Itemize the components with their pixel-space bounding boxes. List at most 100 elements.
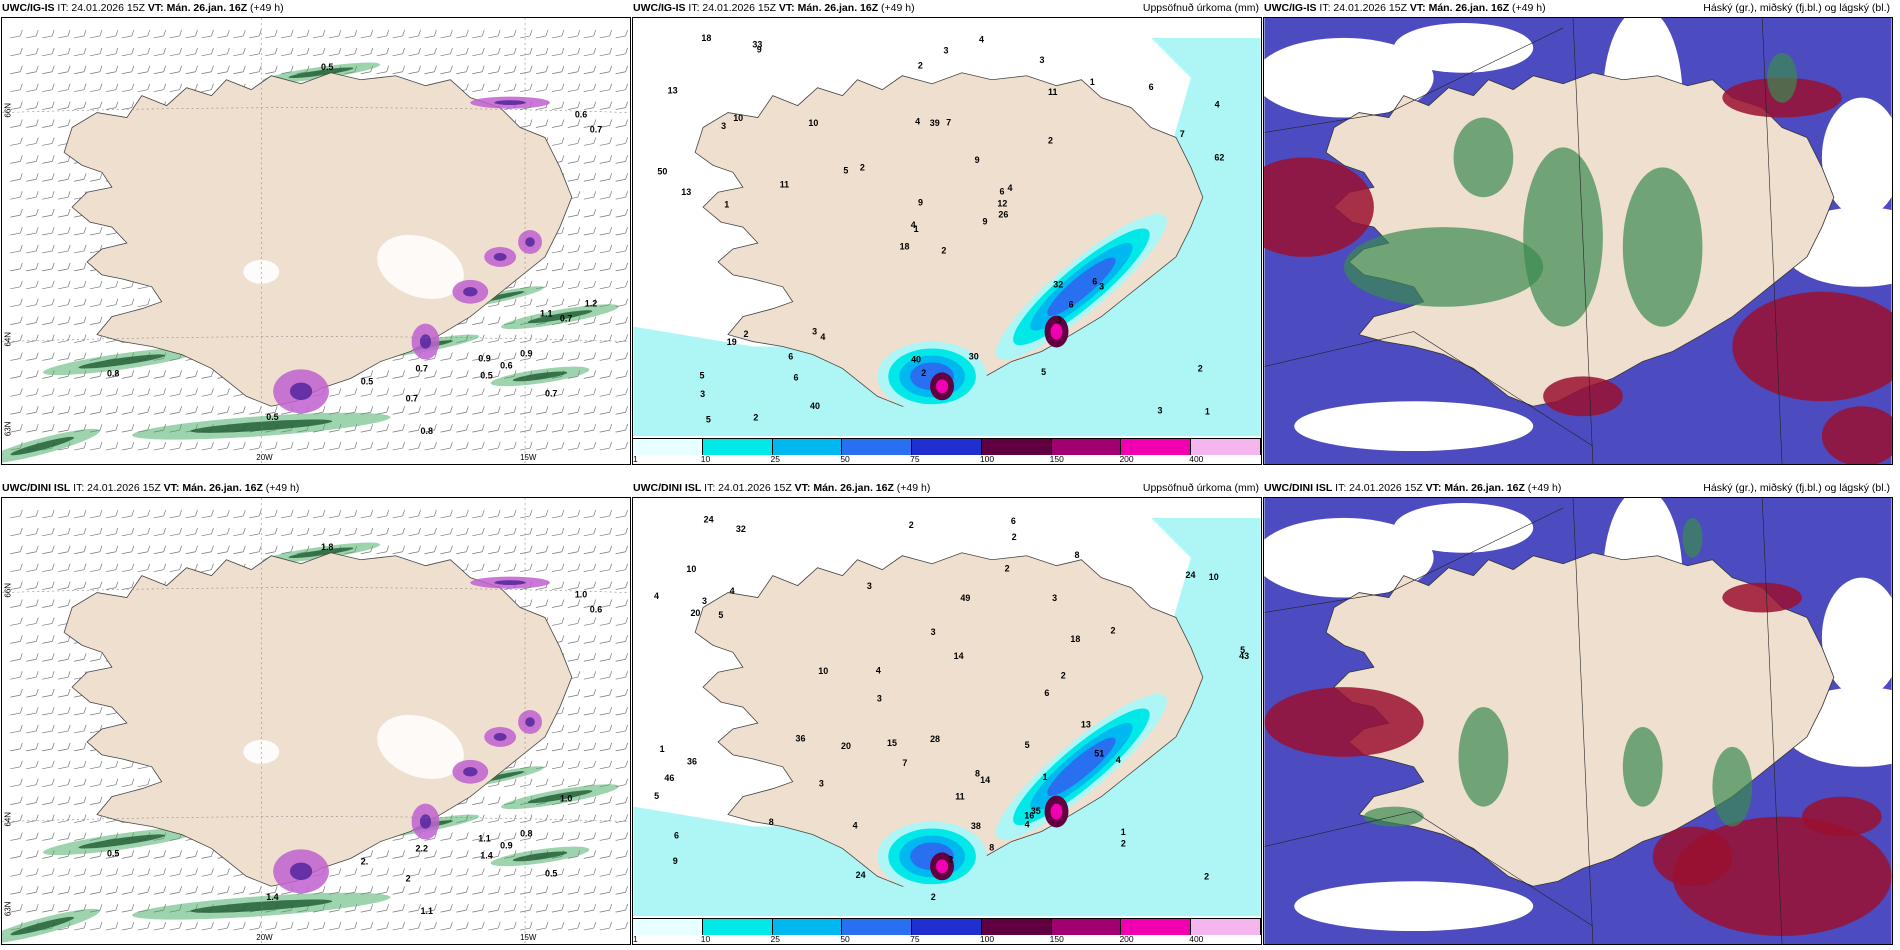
wind-barb-flag: [115, 406, 119, 413]
wind-barb-flag: [195, 406, 198, 413]
wind-barb-flag: [593, 406, 597, 413]
wind-barb-flag: [83, 581, 87, 588]
wind-barb-flag: [35, 724, 39, 732]
wind-barb: [456, 909, 467, 913]
wind-barb-flag: [481, 352, 485, 359]
precip-value-label: 36: [687, 756, 697, 766]
wind-barb-flag: [418, 868, 421, 875]
wind-barb-flag: [131, 65, 135, 72]
wind-barb-flag: [67, 352, 71, 359]
wind-barb-flag: [83, 814, 87, 821]
wind-barb: [137, 376, 148, 379]
wind-barb-flag: [35, 778, 39, 785]
wave-height-label: 0.9: [500, 840, 512, 850]
wind-barb-flag: [593, 635, 597, 642]
wind-barb: [440, 447, 451, 451]
wind-barb: [42, 322, 53, 325]
wind-barb-flag: [481, 65, 485, 72]
wind-barb: [504, 784, 515, 788]
wind-barb-flag: [545, 742, 549, 749]
wind-barb: [89, 35, 101, 39]
wind-barb-flag: [545, 262, 549, 269]
wind-barb-flag: [609, 83, 613, 90]
wind-barb: [488, 393, 499, 397]
wind-barb: [89, 820, 101, 823]
precip-value-label: 4: [853, 820, 858, 830]
high-cloud-area: [1732, 291, 1892, 402]
wind-barb-flag: [593, 173, 597, 180]
wind-barb: [551, 784, 562, 788]
wind-barb-flag: [99, 706, 103, 714]
wind-barb: [42, 358, 53, 361]
wind-barb-flag: [513, 886, 517, 893]
wind-barb-flag: [19, 778, 23, 785]
wind-barb-flag: [115, 388, 119, 395]
wind-barb: [10, 873, 21, 877]
precip-value-label: 18: [1070, 634, 1080, 644]
wind-barb-flag: [51, 424, 55, 431]
wind-barb-flag: [593, 617, 597, 624]
precip-value-label: 13: [1081, 719, 1091, 729]
colorbar-tick: 75: [910, 454, 920, 464]
wind-barb-flag: [306, 441, 310, 449]
precip-value-label: 10: [808, 118, 818, 128]
wind-barb: [42, 605, 53, 608]
precip-value-label: 24: [704, 514, 714, 524]
wave-height-label: 0.7: [545, 388, 557, 398]
wind-barb-flag: [545, 886, 549, 893]
wind-barb-flag: [513, 832, 517, 839]
wind-barb-flag: [593, 83, 597, 90]
wind-barb-flag: [593, 298, 597, 305]
wind-barb: [26, 748, 37, 752]
wind-barb-flag: [354, 406, 358, 413]
wind-barb-flag: [338, 868, 342, 875]
init-time: IT: 24.01.2026 15Z: [1319, 2, 1407, 14]
wind-barb: [520, 515, 531, 519]
wind-barb: [615, 143, 626, 146]
precip-value-label: 3: [877, 693, 882, 703]
wind-barb-flag: [35, 904, 39, 911]
wind-barb: [392, 35, 403, 39]
wind-barb-flag: [115, 370, 119, 377]
wind-barb-flag: [481, 814, 485, 821]
wind-barb: [26, 856, 37, 859]
wind-barb: [551, 340, 562, 343]
wind-barb: [615, 161, 626, 164]
wind-barb: [121, 35, 132, 39]
wind-barb-flag: [83, 101, 87, 108]
wind-barb: [185, 551, 196, 555]
axis-label-lat66: 66N: [3, 583, 12, 598]
wind-barb-flag: [83, 173, 87, 180]
wind-barb: [440, 927, 451, 931]
precip-value-label: 6: [788, 352, 793, 362]
wind-barb: [535, 891, 547, 895]
wind-barb: [89, 515, 101, 519]
precip-value-label: 2: [1061, 671, 1066, 681]
wind-barb-flag: [19, 137, 23, 144]
iceland-land: [694, 552, 1204, 887]
wind-barb-flag: [609, 509, 613, 517]
wind-barb: [599, 533, 610, 537]
wind-barb: [249, 71, 260, 75]
wind-barb: [201, 515, 212, 519]
colorbar-tick: 10: [700, 934, 711, 944]
wind-barb-flag: [402, 29, 405, 37]
lead-time: (+49 h): [881, 2, 915, 14]
wind-barb: [281, 411, 292, 415]
precip-value-label: 3: [702, 596, 707, 606]
wind-barb: [583, 658, 594, 662]
wind-barb-flag: [35, 509, 39, 517]
wind-barb: [201, 35, 212, 39]
wind-barb: [520, 605, 531, 608]
wind-barb: [520, 533, 531, 537]
wind-barb-flag: [481, 441, 485, 449]
wind-barb: [137, 891, 148, 895]
wind-barb-flag: [67, 209, 71, 216]
wind-barb: [440, 53, 451, 57]
clear-sky-area: [1264, 517, 1434, 598]
wind-barb-flag: [51, 832, 55, 839]
wind-barb: [504, 927, 515, 931]
colorbar-tick: 25: [770, 454, 781, 464]
wind-barb-flag: [609, 635, 613, 642]
wind-barb: [392, 71, 403, 75]
